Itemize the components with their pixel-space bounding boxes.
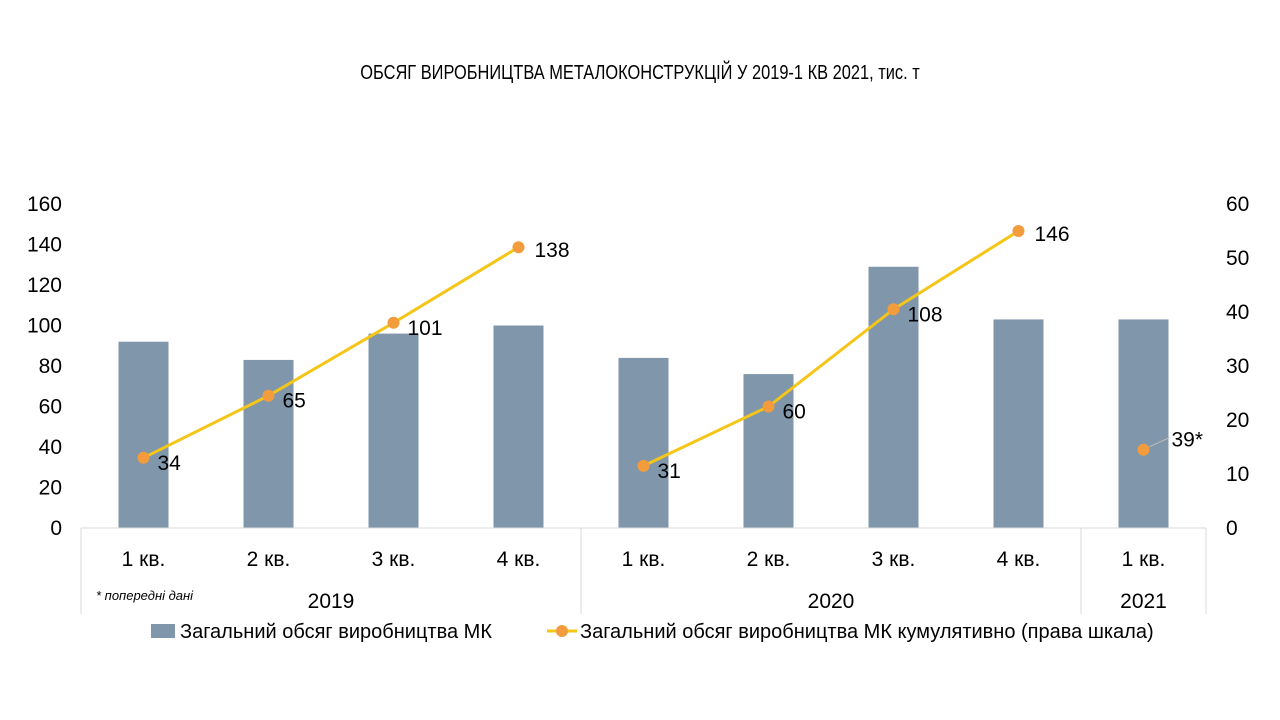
line-data-label: 65 [283, 390, 306, 413]
bar-series [118, 266, 1169, 528]
bar [118, 341, 169, 528]
left-tick-label: 100 [27, 315, 62, 338]
left-tick-label: 40 [39, 436, 62, 459]
line-segment [642, 229, 1020, 468]
line-point [262, 389, 275, 402]
line-data-label: 31 [658, 460, 681, 483]
line-point [887, 303, 900, 316]
bar [243, 359, 294, 528]
category-axis [80, 527, 1207, 614]
right-tick-label: 30 [1226, 355, 1249, 378]
category-label: 3 кв. [372, 548, 416, 571]
right-axis: 0 10 20 30 40 50 60 [1226, 193, 1249, 540]
right-tick-label: 50 [1226, 247, 1249, 270]
line-data-label: 101 [408, 317, 443, 340]
left-tick-label: 160 [27, 193, 62, 216]
left-tick-label: 140 [27, 234, 62, 257]
category-label: 2 кв. [747, 548, 791, 571]
left-axis: 0 20 40 60 80 100 120 140 160 [27, 193, 62, 540]
line-point [137, 451, 150, 464]
left-tick-label: 20 [39, 477, 62, 500]
group-label: 2021 [1120, 590, 1167, 613]
line-data-label: 146 [1035, 223, 1070, 246]
line-data-label: 138 [535, 239, 570, 262]
group-labels: 2019 2020 2021 [308, 590, 1167, 613]
bar [993, 319, 1044, 528]
label-leader-line [1149, 437, 1170, 448]
bar [743, 374, 794, 528]
category-label: 1 кв. [622, 548, 666, 571]
legend: Загальний обсяг виробництва МК Загальний … [151, 621, 1154, 643]
bar [493, 325, 544, 528]
line-point [387, 316, 400, 329]
category-label: 4 кв. [997, 548, 1041, 571]
line-data-label: 39* [1172, 429, 1204, 452]
line-point [762, 400, 775, 413]
category-labels: 1 кв. 2 кв. 3 кв. 4 кв. 1 кв. 2 кв. 3 кв. 4 кв.… [122, 548, 1166, 571]
category-label: 1 кв. [1122, 548, 1166, 571]
line-point [512, 241, 525, 254]
left-tick-label: 60 [39, 396, 62, 419]
line-data-label: 34 [158, 452, 182, 475]
line-data-label: 108 [908, 303, 943, 326]
group-label: 2020 [808, 590, 855, 613]
left-tick-label: 80 [39, 355, 62, 378]
left-tick-label: 120 [27, 274, 62, 297]
left-tick-label: 0 [50, 517, 62, 540]
legend-bar-label: Загальний обсяг виробництва МК [180, 621, 492, 643]
category-label: 4 кв. [497, 548, 541, 571]
bar [368, 333, 419, 528]
footnote: * попередні дані [96, 588, 194, 603]
line-data-label: 60 [783, 401, 806, 424]
legend-line-marker [556, 625, 568, 637]
line-point [637, 459, 650, 472]
group-label: 2019 [308, 590, 355, 613]
right-tick-label: 20 [1226, 409, 1249, 432]
category-label: 1 кв. [122, 548, 166, 571]
bar [1118, 319, 1169, 528]
data-labels: 34 65 101 138 31 60 108 146 39* [158, 223, 1204, 483]
legend-bar-swatch [151, 624, 175, 638]
right-tick-label: 0 [1226, 517, 1238, 540]
right-tick-label: 40 [1226, 301, 1249, 324]
category-label: 3 кв. [872, 548, 916, 571]
line-segment [142, 245, 520, 460]
category-label: 2 кв. [247, 548, 291, 571]
right-tick-label: 10 [1226, 463, 1249, 486]
bar [618, 357, 669, 528]
line-point [1012, 225, 1025, 237]
right-tick-label: 60 [1226, 193, 1249, 216]
line-point [1137, 443, 1150, 456]
line-series [137, 225, 1150, 472]
chart-title: ОБСЯГ ВИРОБНИЦТВА МЕТАЛОКОНСТРУКЦІЙ У 20… [360, 62, 920, 84]
legend-line-label: Загальний обсяг виробництва МК кумулятив… [580, 621, 1154, 643]
